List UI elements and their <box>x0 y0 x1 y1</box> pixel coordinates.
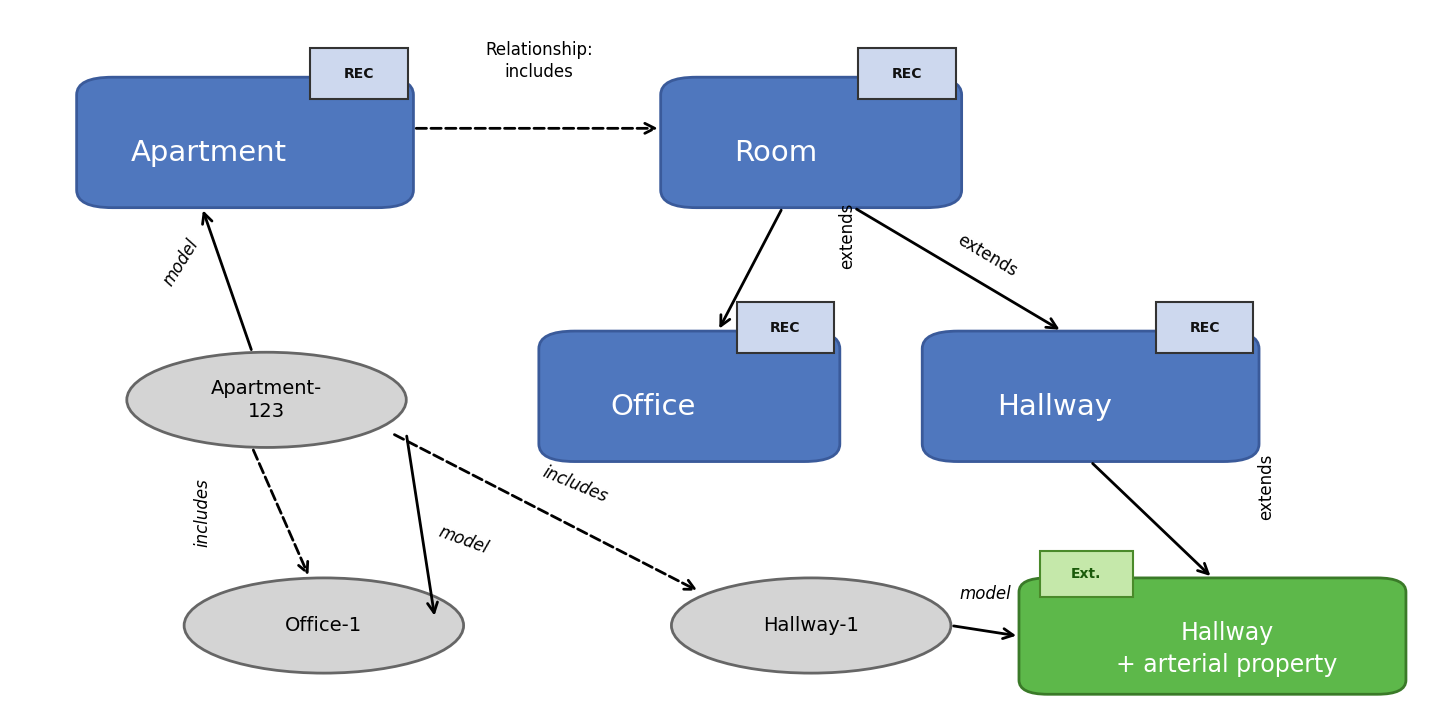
Text: REC: REC <box>892 67 922 81</box>
Text: REC: REC <box>770 321 801 335</box>
Ellipse shape <box>672 578 951 673</box>
Text: extends: extends <box>839 203 856 269</box>
Text: Hallway: Hallway <box>998 393 1113 421</box>
FancyBboxPatch shape <box>859 48 956 99</box>
FancyBboxPatch shape <box>310 48 408 99</box>
Text: extends: extends <box>954 231 1020 280</box>
Text: model: model <box>959 585 1011 603</box>
Text: Apartment: Apartment <box>131 139 287 167</box>
Text: Office: Office <box>610 393 696 421</box>
FancyBboxPatch shape <box>1040 552 1133 598</box>
Text: model: model <box>159 236 202 289</box>
FancyBboxPatch shape <box>76 77 414 207</box>
FancyBboxPatch shape <box>922 331 1259 462</box>
Text: Relationship:
includes: Relationship: includes <box>485 41 593 81</box>
FancyBboxPatch shape <box>1156 302 1254 353</box>
Text: Office-1: Office-1 <box>286 616 362 635</box>
Ellipse shape <box>184 578 464 673</box>
Text: REC: REC <box>343 67 375 81</box>
Text: model: model <box>437 523 491 557</box>
Text: Hallway
+ arterial property: Hallway + arterial property <box>1116 621 1337 677</box>
Ellipse shape <box>126 353 406 447</box>
Text: includes: includes <box>540 463 610 506</box>
FancyBboxPatch shape <box>661 77 962 207</box>
Text: extends: extends <box>1256 453 1275 520</box>
FancyBboxPatch shape <box>538 331 840 462</box>
Text: Hallway-1: Hallway-1 <box>763 616 859 635</box>
Text: Ext.: Ext. <box>1071 567 1101 581</box>
FancyBboxPatch shape <box>1020 578 1406 695</box>
FancyBboxPatch shape <box>737 302 834 353</box>
Text: Apartment-
123: Apartment- 123 <box>211 379 322 421</box>
Text: REC: REC <box>1189 321 1219 335</box>
Text: Room: Room <box>734 139 817 167</box>
Text: includes: includes <box>192 479 211 547</box>
